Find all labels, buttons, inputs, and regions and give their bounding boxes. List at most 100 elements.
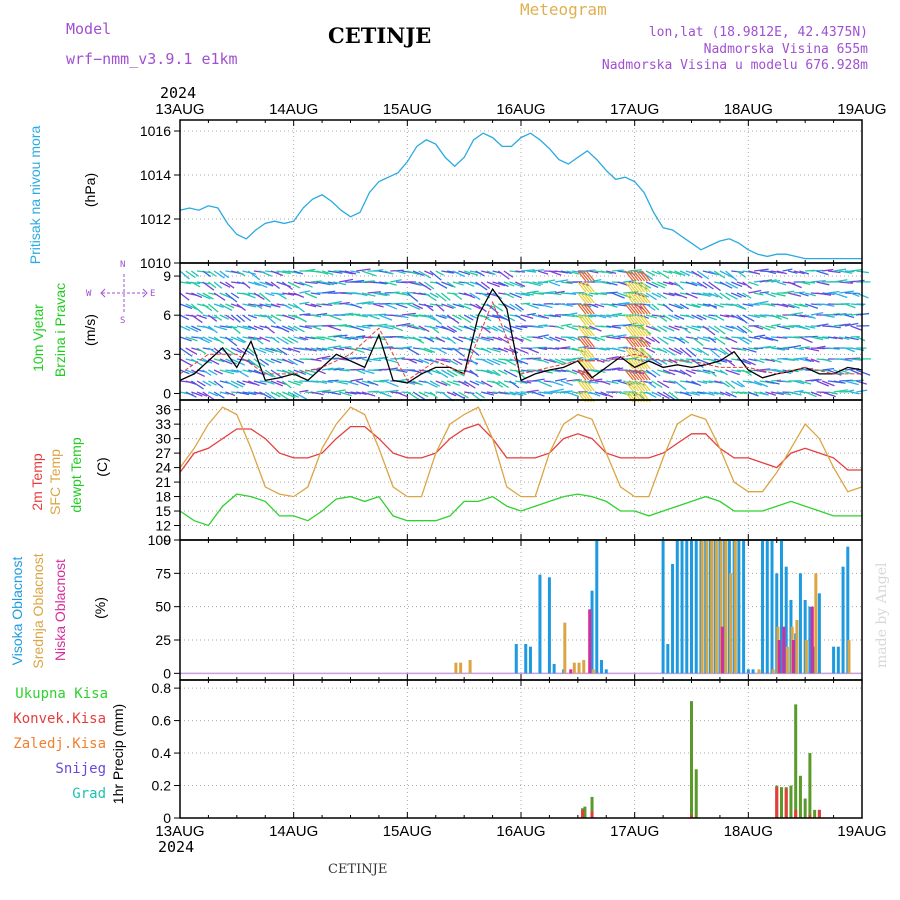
x-tick-label-top: 13AUG bbox=[155, 101, 204, 118]
wind-vector bbox=[580, 281, 590, 293]
wind-vector bbox=[469, 369, 479, 378]
wind-vector bbox=[657, 270, 670, 280]
wind-vector bbox=[356, 335, 366, 338]
wind-vector bbox=[463, 292, 476, 299]
wind-vector bbox=[572, 357, 584, 360]
wind-vector bbox=[464, 391, 475, 395]
bar bbox=[459, 662, 463, 674]
wind-vector bbox=[339, 312, 354, 316]
wind-vector bbox=[515, 347, 529, 355]
wind-vector bbox=[538, 281, 549, 284]
wind-vector bbox=[475, 281, 488, 291]
wind-vector bbox=[580, 380, 590, 392]
wind-vector bbox=[787, 281, 802, 289]
wind-vector bbox=[731, 281, 743, 288]
wind-vector bbox=[776, 325, 791, 330]
wind-vector bbox=[771, 379, 782, 382]
wind-vector bbox=[748, 270, 761, 275]
bar bbox=[794, 704, 798, 818]
compass-north: N bbox=[120, 260, 126, 270]
wind-vector bbox=[627, 314, 637, 326]
wind-vector bbox=[702, 380, 713, 384]
wind-vector bbox=[520, 292, 534, 296]
wind-vector bbox=[469, 358, 478, 366]
wind-vector bbox=[787, 292, 802, 297]
wind-vector bbox=[816, 292, 832, 296]
wind-vector bbox=[435, 380, 448, 387]
bar bbox=[582, 660, 586, 674]
wind-vector bbox=[384, 303, 398, 310]
wind-vector bbox=[585, 347, 595, 359]
wind-vector bbox=[219, 325, 232, 329]
wind-vector bbox=[702, 292, 713, 296]
wind-vector bbox=[418, 369, 431, 373]
wind-vector bbox=[463, 380, 476, 389]
wind-vector bbox=[577, 314, 593, 318]
wind-vector bbox=[463, 347, 474, 354]
wind-vector bbox=[554, 290, 565, 294]
wind-vector bbox=[630, 380, 640, 392]
wind-vector bbox=[248, 391, 259, 395]
wind-vector bbox=[429, 391, 438, 399]
wind-vector bbox=[503, 270, 514, 278]
wind-vector bbox=[691, 391, 705, 395]
wind-vector bbox=[497, 380, 509, 389]
wind-vector bbox=[259, 292, 271, 303]
wind-vector bbox=[350, 347, 365, 354]
wind-vector bbox=[350, 356, 362, 360]
bar bbox=[714, 540, 718, 674]
wind-vector bbox=[339, 301, 350, 305]
wind-vector bbox=[850, 292, 860, 298]
wind-vector bbox=[202, 325, 215, 331]
bar bbox=[817, 593, 821, 674]
wind-vector bbox=[304, 303, 317, 308]
wind-vector bbox=[606, 314, 618, 318]
wind-vector bbox=[469, 314, 479, 320]
wind-vector bbox=[441, 292, 451, 301]
wind-vector bbox=[344, 391, 357, 395]
wind-vector bbox=[736, 292, 747, 298]
wind-vector bbox=[367, 291, 381, 294]
wind-vector bbox=[452, 281, 464, 286]
wind-vector bbox=[213, 303, 224, 309]
wind-vector bbox=[627, 281, 637, 293]
bar bbox=[595, 540, 599, 674]
wind-vector bbox=[719, 336, 731, 341]
wind-vector bbox=[452, 270, 466, 278]
wind-vector bbox=[424, 281, 435, 290]
wind-vector bbox=[549, 380, 564, 387]
bar bbox=[775, 787, 779, 818]
wind-vector bbox=[293, 380, 303, 384]
wind-vector bbox=[497, 336, 509, 344]
wind-vector bbox=[236, 391, 250, 396]
wind-vector bbox=[281, 336, 293, 344]
wind-vector bbox=[179, 336, 192, 342]
wind-vector bbox=[395, 322, 411, 327]
wind-vector bbox=[185, 270, 196, 279]
wind-vector bbox=[469, 292, 481, 301]
wind-vector bbox=[543, 279, 556, 283]
wind-vector bbox=[839, 270, 853, 274]
wind-vector bbox=[537, 347, 548, 351]
bar bbox=[846, 546, 850, 674]
wind-vector bbox=[236, 369, 249, 378]
wind-vector bbox=[713, 325, 726, 335]
y-tick-label: 15 bbox=[155, 503, 171, 519]
wind-vector bbox=[611, 379, 622, 382]
wind-vector bbox=[475, 270, 485, 277]
compass-west: W bbox=[86, 289, 92, 299]
wind-vector bbox=[480, 325, 491, 334]
wind-vector bbox=[429, 314, 443, 325]
wind-vector bbox=[799, 270, 810, 275]
wind-vector bbox=[753, 325, 764, 330]
bar bbox=[817, 809, 821, 818]
wind-vector bbox=[742, 369, 752, 376]
wind-vector bbox=[384, 367, 399, 371]
wind-vector bbox=[213, 391, 225, 399]
wind-vector bbox=[424, 314, 436, 321]
wind-vector bbox=[844, 347, 855, 353]
wind-vector bbox=[532, 281, 544, 285]
wind-vector bbox=[327, 281, 338, 285]
wind-vector bbox=[645, 336, 656, 343]
wind-vector bbox=[662, 292, 675, 297]
